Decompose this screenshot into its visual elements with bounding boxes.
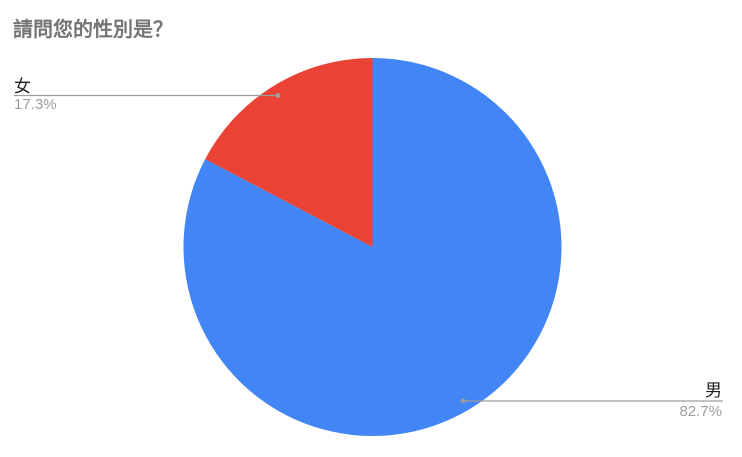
chart-title: 請問您的性別是？ <box>13 19 173 41</box>
callout-lines <box>14 93 723 404</box>
pie-slice-女[interactable] <box>205 58 373 247</box>
callout-male-value: 82.7% <box>679 403 722 420</box>
male-callout-dot <box>460 398 466 404</box>
pie-slices <box>183 58 562 436</box>
callout-male-label: 男 <box>705 381 722 400</box>
callout-female-value: 17.3% <box>14 96 57 113</box>
callout-female-label: 女 <box>14 77 31 96</box>
female-callout-dot <box>275 93 281 98</box>
